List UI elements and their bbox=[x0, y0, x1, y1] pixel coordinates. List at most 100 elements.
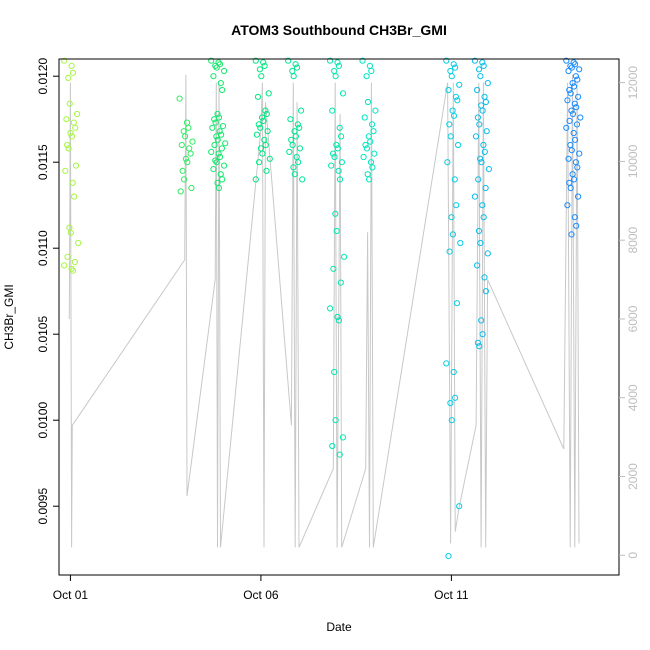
data-point bbox=[485, 166, 492, 173]
data-point bbox=[452, 64, 459, 71]
data-point bbox=[255, 121, 262, 128]
data-point bbox=[339, 90, 347, 97]
data-point bbox=[443, 57, 450, 64]
data-point bbox=[213, 133, 220, 140]
data-point bbox=[188, 184, 195, 192]
data-point bbox=[331, 153, 338, 161]
data-point bbox=[573, 121, 581, 128]
data-point bbox=[65, 145, 72, 152]
data-point bbox=[445, 86, 452, 94]
data-point bbox=[72, 124, 79, 131]
data-point bbox=[182, 155, 189, 162]
data-point bbox=[66, 100, 73, 107]
data-point bbox=[572, 73, 580, 80]
data-point bbox=[332, 73, 339, 80]
data-point bbox=[566, 86, 573, 94]
data-point bbox=[453, 202, 460, 209]
y2-tick-label: 6000 bbox=[626, 305, 640, 332]
data-point bbox=[449, 231, 456, 238]
x-tick-label: Oct 06 bbox=[243, 588, 279, 602]
data-point bbox=[482, 288, 489, 295]
data-point bbox=[221, 162, 228, 169]
data-point bbox=[212, 157, 219, 164]
data-point bbox=[328, 162, 335, 169]
data-point bbox=[211, 141, 218, 149]
data-point bbox=[476, 343, 483, 350]
data-point bbox=[447, 67, 454, 75]
data-point bbox=[359, 57, 366, 64]
data-point bbox=[189, 138, 196, 145]
data-point bbox=[446, 248, 453, 255]
data-point bbox=[577, 114, 584, 121]
data-point bbox=[480, 214, 487, 221]
y-tick-label: 0.0120 bbox=[36, 58, 50, 95]
data-point bbox=[453, 300, 461, 307]
data-point bbox=[564, 202, 571, 209]
data-point bbox=[185, 124, 192, 131]
data-point bbox=[215, 150, 222, 157]
data-point bbox=[479, 107, 486, 114]
data-point bbox=[69, 267, 77, 274]
x-axis-label: Date bbox=[326, 620, 352, 634]
data-point bbox=[63, 116, 70, 123]
data-point bbox=[336, 451, 343, 458]
data-point bbox=[62, 167, 69, 174]
data-point bbox=[222, 140, 229, 147]
data-point bbox=[299, 176, 306, 183]
data-point bbox=[208, 57, 215, 64]
data-point bbox=[334, 145, 341, 152]
data-point bbox=[484, 250, 491, 257]
data-point bbox=[296, 145, 304, 152]
data-point bbox=[293, 64, 301, 71]
data-point bbox=[567, 90, 574, 97]
data-point bbox=[566, 117, 573, 125]
data-point bbox=[296, 124, 303, 131]
data-point bbox=[481, 274, 488, 281]
data-point bbox=[294, 121, 301, 128]
data-point bbox=[565, 67, 572, 75]
data-point bbox=[327, 305, 334, 312]
data-point bbox=[366, 62, 373, 70]
data-point bbox=[219, 86, 226, 94]
data-point bbox=[329, 107, 336, 114]
data-point bbox=[480, 141, 487, 149]
data-point bbox=[369, 121, 376, 128]
data-point bbox=[71, 258, 79, 266]
data-point bbox=[334, 59, 341, 66]
data-point bbox=[565, 155, 572, 162]
data-point bbox=[575, 193, 582, 200]
data-point bbox=[362, 141, 369, 149]
data-point bbox=[444, 159, 451, 166]
data-point bbox=[72, 162, 80, 169]
data-point bbox=[215, 184, 222, 192]
data-point bbox=[178, 141, 185, 149]
data-point bbox=[256, 159, 263, 166]
data-point bbox=[472, 133, 480, 140]
data-point bbox=[327, 57, 334, 64]
data-point bbox=[331, 67, 338, 75]
data-point bbox=[564, 97, 571, 104]
data-point bbox=[333, 227, 340, 235]
data-point bbox=[447, 133, 454, 140]
data-point bbox=[446, 121, 453, 128]
data-point bbox=[366, 176, 373, 183]
data-point bbox=[478, 159, 485, 166]
data-point bbox=[452, 93, 459, 100]
data-point bbox=[259, 150, 266, 157]
data-point bbox=[450, 112, 458, 119]
data-point bbox=[482, 98, 489, 106]
data-point bbox=[371, 150, 378, 157]
y-tick-label: 0.0100 bbox=[36, 402, 50, 439]
data-point bbox=[474, 86, 481, 94]
y2-tick-label: 0 bbox=[626, 552, 640, 559]
x-tick-label: Oct 11 bbox=[434, 588, 469, 602]
data-point bbox=[68, 133, 76, 140]
data-point bbox=[290, 73, 297, 80]
data-point bbox=[480, 62, 487, 70]
data-point bbox=[479, 331, 486, 338]
data-point bbox=[216, 128, 223, 135]
data-point bbox=[263, 167, 270, 174]
data-point bbox=[450, 61, 457, 68]
data-point bbox=[567, 62, 574, 70]
